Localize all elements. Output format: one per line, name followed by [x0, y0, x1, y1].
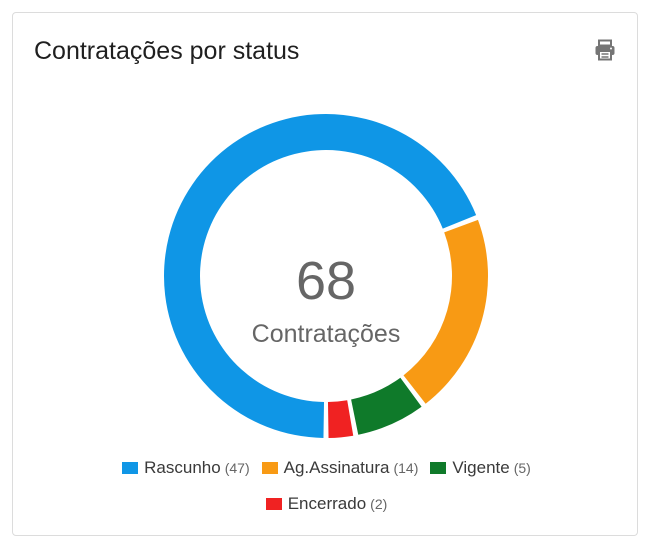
legend-swatch [261, 462, 278, 474]
legend-item-vigente[interactable]: Vigente (5) [430, 458, 531, 478]
legend-count: (47) [224, 460, 250, 476]
legend-item-rascunho[interactable]: Rascunho (47) [122, 458, 250, 478]
legend-label: Encerrado [287, 494, 367, 513]
legend-swatch [122, 462, 139, 474]
legend-count: (2) [370, 496, 388, 512]
donut-slice-encerrado[interactable] [327, 400, 354, 438]
legend-label: Vigente [452, 458, 510, 477]
donut-slice-vigente[interactable] [351, 377, 422, 435]
chart-legend: Rascunho (47) Ag.Assinatura (14) Vigente… [60, 458, 593, 514]
legend-swatch [430, 462, 447, 474]
legend-count: (14) [393, 460, 419, 476]
legend-count: (5) [513, 460, 531, 476]
legend-item-ag-assinatura[interactable]: Ag.Assinatura (14) [261, 458, 419, 478]
chart-card: Contratações por status [12, 12, 638, 536]
print-button[interactable] [593, 38, 617, 62]
donut-slice-ag-assinatura[interactable] [403, 219, 488, 404]
legend-item-encerrado[interactable]: Encerrado (2) [265, 494, 388, 514]
legend-label: Ag.Assinatura [283, 458, 390, 477]
legend-swatch [265, 498, 282, 510]
legend-label: Rascunho [144, 458, 221, 477]
card-title: Contratações por status [34, 37, 300, 65]
printer-icon [595, 39, 615, 61]
